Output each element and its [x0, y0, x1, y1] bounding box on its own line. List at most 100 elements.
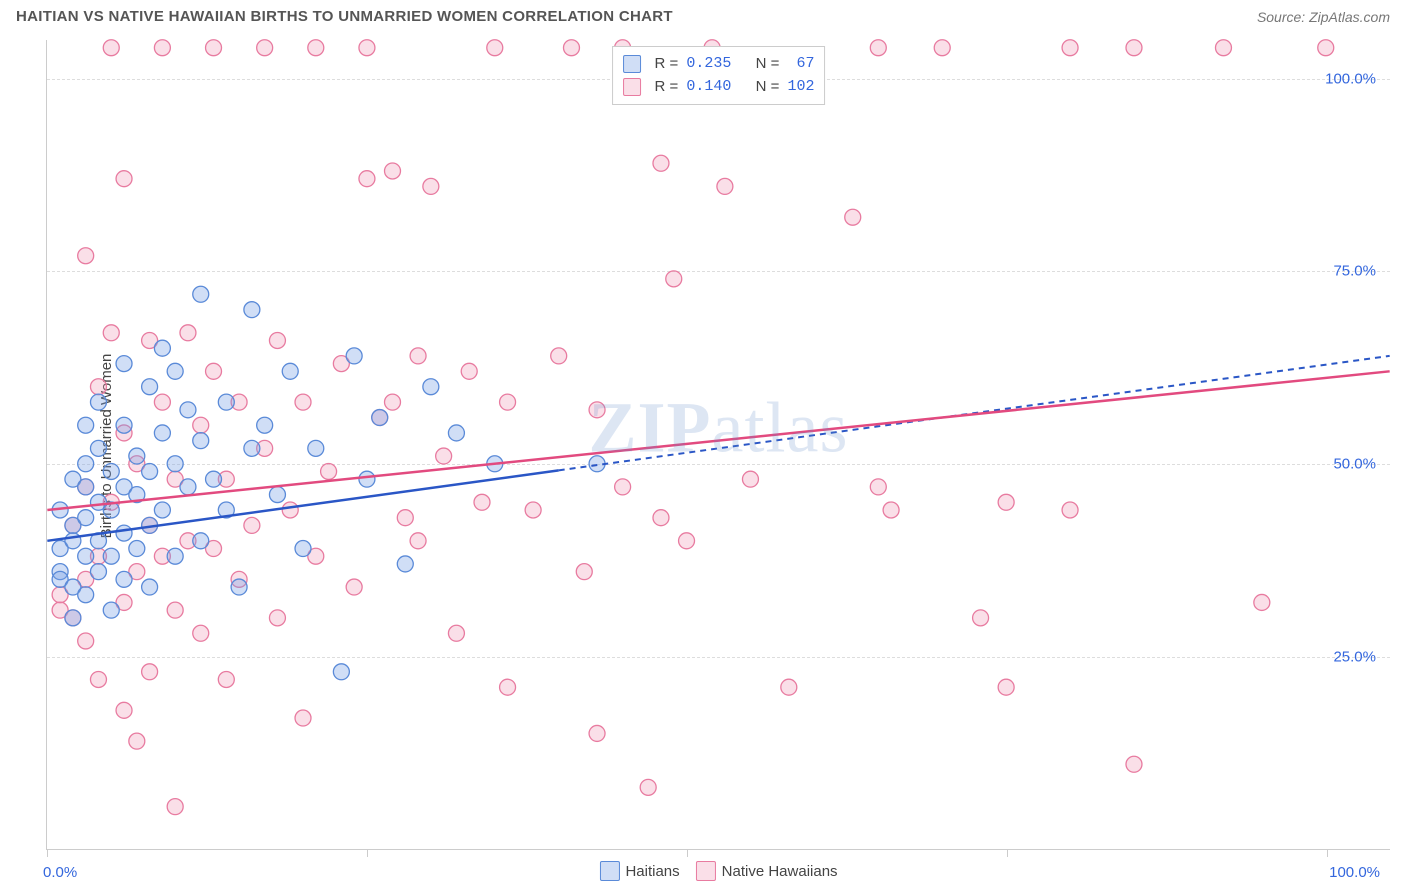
scatter-point [78, 510, 94, 526]
scatter-point [1126, 40, 1142, 56]
stat-r-label: R = [655, 53, 679, 76]
scatter-point [934, 40, 950, 56]
scatter-point [781, 679, 797, 695]
scatter-point [244, 440, 260, 456]
scatter-point [295, 710, 311, 726]
scatter-point [78, 456, 94, 472]
scatter-point [474, 494, 490, 510]
legend-item: Haitians [599, 861, 679, 881]
stat-n-label: N = [756, 53, 780, 76]
scatter-point [973, 610, 989, 626]
scatter-point [321, 463, 337, 479]
scatter-point [1126, 756, 1142, 772]
scatter-point [129, 448, 145, 464]
scatter-point [257, 40, 273, 56]
scatter-point [576, 564, 592, 580]
scatter-point [500, 394, 516, 410]
scatter-point [154, 502, 170, 518]
scatter-point [116, 702, 132, 718]
scatter-point [78, 479, 94, 495]
scatter-point [269, 332, 285, 348]
scatter-point [103, 325, 119, 341]
scatter-point [78, 417, 94, 433]
scatter-point [666, 271, 682, 287]
scatter-point [129, 733, 145, 749]
scatter-point [90, 394, 106, 410]
scatter-point [193, 286, 209, 302]
stats-row: R = 0.140 N = 102 [623, 76, 815, 99]
scatter-point [295, 541, 311, 557]
scatter-point [653, 155, 669, 171]
scatter-point [448, 425, 464, 441]
scatter-point [116, 571, 132, 587]
scatter-point [870, 479, 886, 495]
scatter-point [1215, 40, 1231, 56]
xtick [367, 849, 368, 857]
scatter-point [423, 379, 439, 395]
scatter-point [1254, 594, 1270, 610]
scatter-point [640, 779, 656, 795]
scatter-point [998, 679, 1014, 695]
scatter-point [385, 163, 401, 179]
scatter-point [167, 363, 183, 379]
scatter-point [346, 579, 362, 595]
bottom-legend: Haitians Native Hawaiians [599, 861, 837, 881]
x-axis-min-label: 0.0% [43, 864, 77, 881]
chart-plot-area: 25.0%50.0%75.0%100.0% ZIPatlas R = 0.235… [46, 40, 1390, 850]
scatter-point [180, 325, 196, 341]
scatter-point [461, 363, 477, 379]
scatter-point [359, 471, 375, 487]
scatter-point [116, 417, 132, 433]
scatter-point [1062, 40, 1078, 56]
scatter-point [65, 533, 81, 549]
scatter-point [436, 448, 452, 464]
stats-row: R = 0.235 N = 67 [623, 53, 815, 76]
scatter-point [397, 510, 413, 526]
scatter-point [1062, 502, 1078, 518]
xtick [687, 849, 688, 857]
scatter-point [103, 40, 119, 56]
scatter-point [346, 348, 362, 364]
scatter-point [410, 533, 426, 549]
scatter-point [448, 625, 464, 641]
legend-swatch [623, 55, 641, 73]
scatter-point [1318, 40, 1334, 56]
stat-r-label: R = [655, 76, 679, 99]
scatter-point [295, 394, 311, 410]
scatter-point [78, 587, 94, 603]
scatter-point [142, 379, 158, 395]
scatter-point [679, 533, 695, 549]
stat-n-value: 102 [787, 76, 814, 99]
scatter-point [167, 456, 183, 472]
scatter-point [244, 302, 260, 318]
scatter-point [90, 379, 106, 395]
scatter-point [90, 672, 106, 688]
scatter-point [397, 556, 413, 572]
scatter-point [180, 479, 196, 495]
scatter-point [308, 40, 324, 56]
scatter-point [116, 356, 132, 372]
scatter-point [282, 502, 298, 518]
scatter-point [116, 171, 132, 187]
scatter-point [142, 463, 158, 479]
xtick [47, 849, 48, 857]
x-axis-max-label: 100.0% [1329, 864, 1380, 881]
scatter-point [359, 40, 375, 56]
scatter-point [142, 579, 158, 595]
scatter-point [308, 440, 324, 456]
scatter-point [589, 725, 605, 741]
scatter-point [129, 541, 145, 557]
stat-n-label: N = [756, 76, 780, 99]
stat-n-value: 67 [787, 53, 814, 76]
scatter-point [154, 425, 170, 441]
scatter-point [90, 564, 106, 580]
scatter-point [525, 502, 541, 518]
source-credit: Source: ZipAtlas.com [1257, 9, 1390, 25]
scatter-point [90, 440, 106, 456]
scatter-point [218, 672, 234, 688]
scatter-point [103, 548, 119, 564]
scatter-point [65, 610, 81, 626]
scatter-point [487, 40, 503, 56]
scatter-point [423, 178, 439, 194]
legend-item: Native Hawaiians [696, 861, 838, 881]
